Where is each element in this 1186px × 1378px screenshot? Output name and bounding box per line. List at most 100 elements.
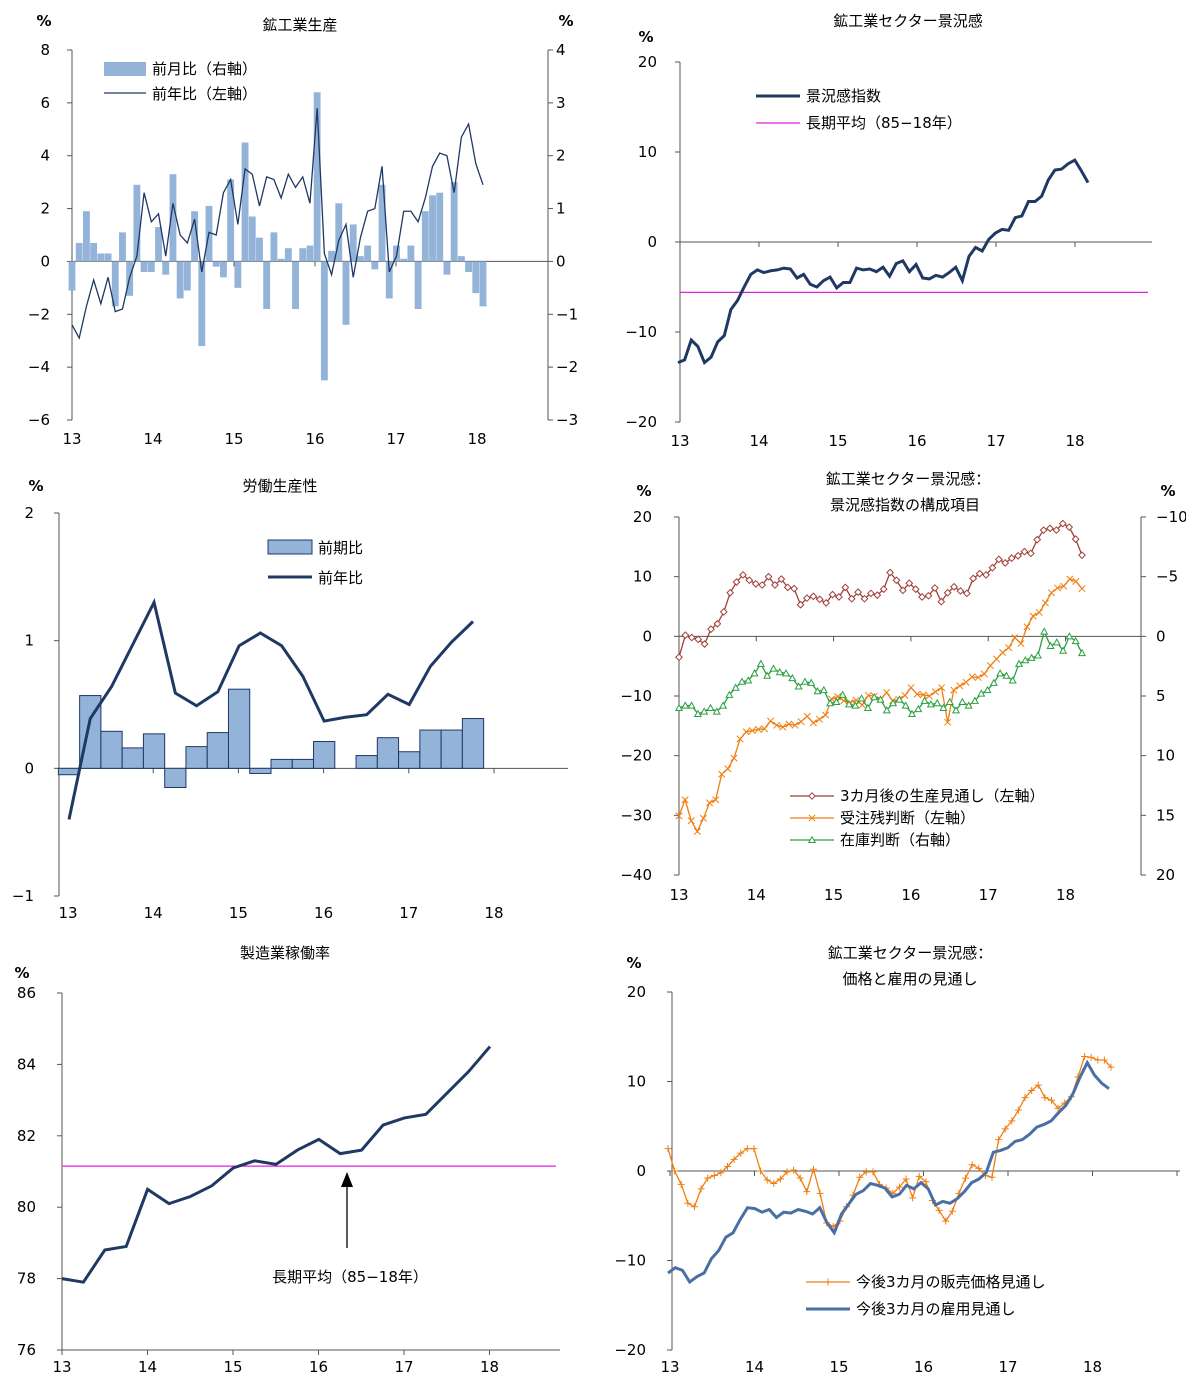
bar — [183, 261, 191, 291]
y-tick-label-left: 0 — [647, 233, 657, 251]
y-tick-label-left: −2 — [28, 305, 50, 323]
marker-production — [873, 591, 882, 600]
marker-production — [886, 568, 895, 577]
marker-inventory — [882, 706, 891, 714]
y-tick-label-left: 6 — [40, 94, 50, 112]
marker-production — [975, 569, 984, 578]
bar — [219, 261, 227, 278]
marker-price — [1087, 1053, 1095, 1061]
marker-production — [1065, 523, 1074, 532]
y-tick-label-left: −6 — [28, 411, 50, 429]
x-tick-label: 17 — [998, 1358, 1017, 1376]
x-tick-label: 18 — [484, 904, 503, 922]
y-tick-label-left: 20 — [638, 53, 657, 71]
bar — [356, 256, 364, 262]
marker-orders — [980, 670, 988, 678]
y-tick-label-left: −4 — [28, 358, 50, 376]
x-tick-label: 18 — [1083, 1358, 1102, 1376]
y-tick-label-left: 0 — [24, 759, 34, 777]
marker-inventory — [1046, 641, 1055, 649]
marker-inventory — [1059, 646, 1068, 654]
marker-inventory — [800, 677, 809, 685]
x-tick-label: 16 — [305, 430, 324, 448]
y-tick-label-left: −10 — [614, 1252, 646, 1270]
marker-inventory — [744, 676, 753, 684]
y-tick-label-right: −2 — [556, 358, 578, 376]
bar — [164, 767, 187, 788]
marker-production — [700, 640, 709, 648]
marker-inventory — [813, 686, 822, 695]
marker-orders — [944, 718, 952, 726]
marker-production — [918, 593, 926, 601]
marker-orders — [1047, 589, 1056, 597]
marker-price — [1094, 1056, 1102, 1064]
marker-production — [726, 588, 735, 597]
marker-price — [790, 1166, 798, 1174]
marker-orders — [675, 812, 683, 820]
legend-label: 長期平均（85−18年） — [806, 114, 962, 132]
bar — [256, 237, 263, 262]
marker-price — [962, 1174, 970, 1182]
marker-inventory — [737, 677, 747, 685]
marker-price — [743, 1145, 751, 1153]
marker-inventory — [914, 704, 923, 713]
x-tick-label: 18 — [1056, 886, 1075, 904]
marker-price — [710, 1171, 718, 1179]
bar — [440, 729, 463, 769]
marker-inventory — [826, 698, 835, 707]
bar — [142, 733, 166, 769]
marker-production — [988, 563, 997, 572]
y-tick-label-right: 10 — [1156, 747, 1175, 765]
marker-production — [994, 555, 1003, 564]
chart-business-sentiment: 鉱工業セクター景況感% 20 10 0 −10 −20 13 14 15 16 17 18 景況感指数長… — [625, 12, 1152, 450]
y-tick-label-right: −10 — [1156, 508, 1186, 526]
chart-mining-production: 鉱工業生産% % 8 6 4 2 0 −2 −4 −6 4 3 2 1 0 −1 −2 −3 13 14 15 16 17 1… — [28, 12, 578, 448]
marker-price — [763, 1176, 771, 1184]
marker-production — [675, 653, 683, 662]
marker-inventory — [889, 698, 898, 707]
marker-inventory — [819, 685, 828, 694]
marker-price — [671, 1167, 679, 1175]
bar — [355, 755, 378, 769]
bar — [378, 184, 386, 262]
marker-price — [1008, 1117, 1016, 1125]
y-tick-label-left: 10 — [633, 568, 652, 586]
marker-inventory — [1071, 636, 1080, 645]
bar — [133, 184, 141, 262]
y-tick-label-left: 2 — [40, 200, 50, 218]
marker-price — [1107, 1063, 1115, 1071]
marker-inventory — [781, 669, 791, 677]
marker-price — [895, 1183, 903, 1191]
marker-orders — [791, 721, 799, 729]
marker-inventory — [983, 685, 992, 694]
x-tick-label: 14 — [143, 430, 162, 448]
chart-title: 鉱工業セクター景況感： — [826, 470, 990, 488]
bar — [270, 232, 278, 262]
bar — [385, 261, 393, 299]
legend-marker — [824, 1278, 832, 1286]
marker-production — [687, 633, 696, 642]
marker-inventory — [863, 703, 872, 711]
x-tick-label: 17 — [386, 430, 405, 448]
y-tick-label-left: 20 — [627, 983, 646, 1001]
marker-inventory — [996, 669, 1005, 677]
legend-marker — [808, 792, 816, 800]
x-tick-label: 13 — [52, 1358, 71, 1376]
bar — [169, 174, 177, 262]
y-tick-label-left: 1 — [24, 632, 34, 650]
marker-production — [1001, 559, 1010, 567]
marker-production — [1007, 554, 1016, 563]
marker-orders — [1005, 644, 1013, 652]
y-tick-label-left: 20 — [633, 508, 652, 526]
x-tick-label: 14 — [747, 886, 766, 904]
x-tick-label: 15 — [224, 430, 243, 448]
marker-orders — [785, 720, 793, 728]
marker-production — [892, 576, 901, 585]
unit-right: % — [1160, 482, 1175, 500]
bar — [185, 746, 208, 769]
marker-production — [713, 619, 722, 628]
marker-orders — [773, 721, 781, 729]
marker-orders — [1054, 584, 1062, 592]
x-tick-label: 18 — [1065, 432, 1084, 450]
bar — [313, 92, 321, 262]
